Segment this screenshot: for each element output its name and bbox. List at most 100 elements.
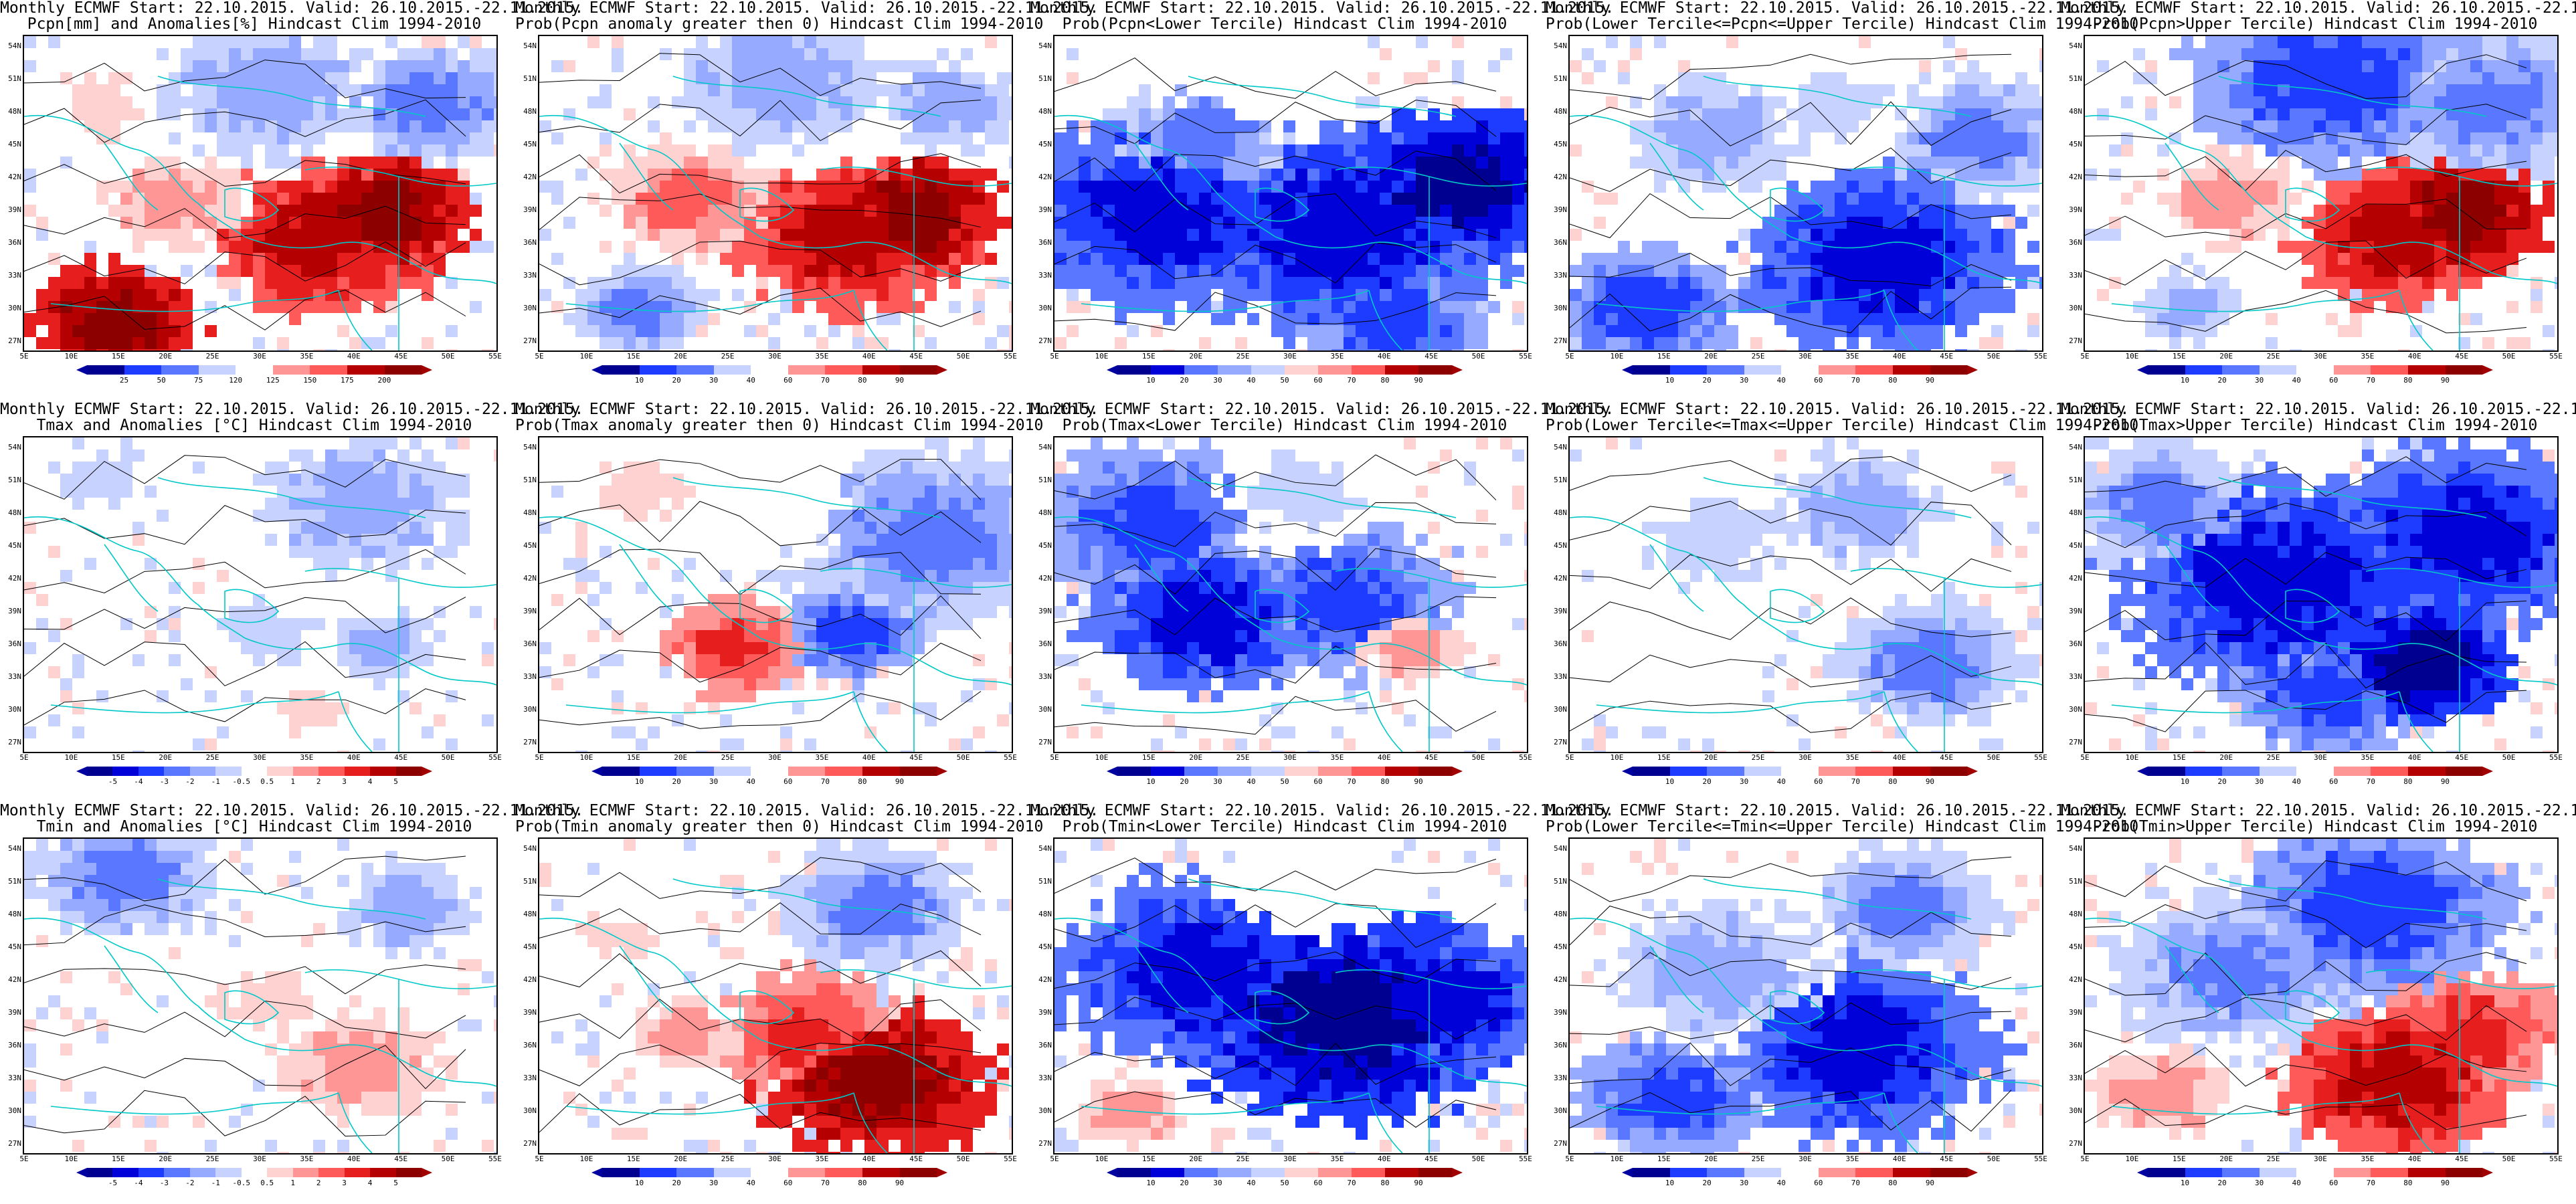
- field-cell: [973, 205, 986, 217]
- field-cell: [1967, 144, 1980, 157]
- field-cell: [2133, 157, 2146, 169]
- colorbar-swatch: [1184, 365, 1218, 375]
- field-cell: [2003, 169, 2016, 181]
- field-cell: [1392, 337, 1404, 350]
- field-cell: [205, 96, 217, 109]
- field-cell: [1428, 265, 1441, 278]
- field-cell: [1630, 132, 1643, 145]
- field-cell: [373, 289, 386, 302]
- field-cell: [539, 48, 552, 61]
- field-cell: [575, 96, 588, 109]
- field-cell: [96, 301, 109, 314]
- field-cell: [1714, 48, 1727, 61]
- field-cell: [684, 349, 697, 350]
- field-cell: [1283, 241, 1296, 254]
- field-cell: [2085, 120, 2098, 133]
- field-cell: [181, 181, 193, 193]
- field-cell: [1799, 72, 1811, 85]
- field-cell: [277, 169, 290, 181]
- panel-title-line1: Monthly ECMWF Start: 22.10.2015. Valid: …: [0, 0, 584, 17]
- coastline: [157, 76, 426, 117]
- field-cell: [1979, 60, 1992, 73]
- field-cell: [1187, 72, 1200, 85]
- field-cell: [1786, 241, 1799, 254]
- field-cell: [120, 36, 133, 49]
- field-cell: [1103, 157, 1115, 169]
- field-cell: [1091, 132, 1103, 145]
- field-cell: [804, 96, 817, 109]
- field-cell: [2015, 349, 2028, 350]
- field-cell: [2422, 36, 2435, 49]
- field-cell: [1512, 60, 1525, 73]
- field-cell: [840, 193, 853, 205]
- field-cell: [145, 120, 157, 133]
- field-cell: [1464, 193, 1477, 205]
- field-cell: [301, 325, 314, 338]
- field-cell: [1211, 337, 1224, 350]
- field-cell: [563, 48, 576, 61]
- field-cell: [1931, 253, 1944, 266]
- field-cell: [961, 193, 974, 205]
- field-cell: [84, 60, 97, 73]
- field-cell: [696, 265, 709, 278]
- field-cell: [1835, 349, 1847, 350]
- field-cell: [973, 337, 986, 350]
- coastline: [672, 76, 941, 117]
- field-cell: [539, 205, 552, 217]
- field-cell: [1295, 277, 1308, 290]
- field-cell: [1738, 325, 1751, 338]
- field-cell: [1368, 36, 1380, 49]
- field-cell: [1319, 36, 1332, 49]
- field-cell: [325, 60, 338, 73]
- field-cell: [1368, 325, 1380, 338]
- field-cell: [1283, 84, 1296, 97]
- field-cell: [1009, 96, 1012, 109]
- field-cell: [229, 36, 242, 49]
- field-cell: [1488, 349, 1501, 350]
- field-cell: [587, 84, 600, 97]
- field-cell: [1654, 205, 1667, 217]
- field-cell: [2039, 349, 2042, 350]
- field-cell: [1666, 229, 1679, 241]
- field-cell: [816, 144, 829, 157]
- field-cell: [1067, 193, 1079, 205]
- field-cell: [1654, 108, 1667, 121]
- field-cell: [636, 289, 648, 302]
- field-cell: [169, 253, 181, 266]
- lon-label: 20E: [159, 352, 173, 361]
- field-cell: [470, 289, 482, 302]
- field-cell: [2121, 72, 2134, 85]
- field-cell: [1127, 241, 1139, 254]
- field-cell: [482, 313, 494, 326]
- field-cell: [1871, 169, 1883, 181]
- field-cell: [1943, 181, 1956, 193]
- field-cell: [1392, 241, 1404, 254]
- field-cell: [756, 217, 769, 229]
- field-cell: [2015, 181, 2028, 193]
- field-cell: [1811, 205, 1823, 217]
- field-cell: [2217, 36, 2230, 49]
- field-cell: [337, 169, 350, 181]
- field-cell: [792, 132, 805, 145]
- field-cell: [828, 157, 841, 169]
- field-cell: [253, 229, 266, 241]
- field-cell: [2157, 36, 2170, 49]
- field-cell: [901, 48, 913, 61]
- field-cell: [422, 144, 434, 157]
- field-cell: [1524, 289, 1527, 302]
- field-cell: [96, 313, 109, 326]
- field-cell: [36, 313, 49, 326]
- field-cell: [169, 108, 181, 121]
- field-cell: [2097, 144, 2110, 157]
- field-cell: [2326, 120, 2338, 133]
- field-cell: [1991, 241, 2004, 254]
- field-cell: [1392, 349, 1404, 350]
- field-cell: [1678, 60, 1691, 73]
- field-cell: [1955, 253, 1968, 266]
- field-cell: [1476, 313, 1489, 326]
- field-cell: [470, 60, 482, 73]
- field-cell: [1702, 289, 1715, 302]
- field-cell: [1919, 96, 1932, 109]
- field-cell: [1115, 253, 1127, 266]
- field-cell: [1931, 96, 1944, 109]
